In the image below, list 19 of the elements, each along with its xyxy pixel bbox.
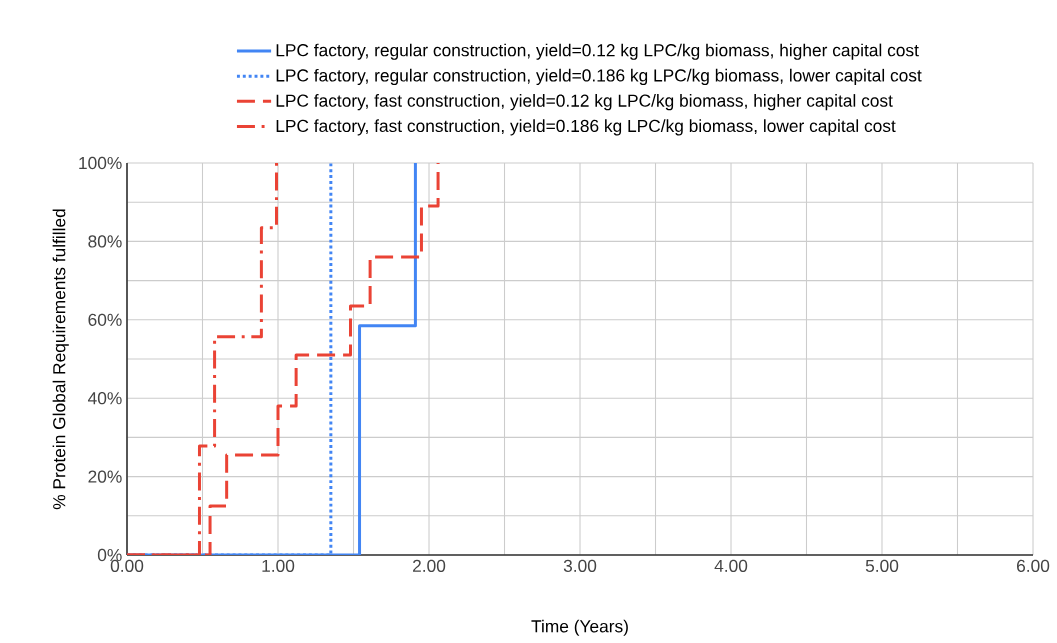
- legend-label: LPC factory, regular construction, yield=0.186 kg LPC/kg biomass, lower capital cost: [276, 68, 922, 86]
- x-tick-label: 3.00: [563, 559, 597, 572]
- x-tick-label: 0.00: [110, 559, 144, 572]
- x-axis-title: Time (Years): [531, 619, 628, 636]
- x-tick-label: 6.00: [1017, 559, 1050, 572]
- legend-label: LPC factory, regular construction, yield=0.12 kg LPC/kg biomass, higher capital cost: [276, 43, 919, 60]
- y-axis-title: % Protein Global Requirements fulfilled: [52, 209, 69, 510]
- y-tick-label: 60%: [88, 313, 122, 326]
- x-tick-label: 4.00: [714, 559, 748, 572]
- legend-label: LPC factory, fast construction, yield=0.12 kg LPC/kg biomass, higher capital cost: [276, 94, 893, 111]
- y-tick-label: 80%: [88, 235, 122, 248]
- y-tick-label: 0%: [97, 548, 122, 562]
- y-tick-label: 20%: [88, 470, 122, 483]
- y-tick-label: 40%: [88, 392, 122, 405]
- x-tick-label: 5.00: [865, 559, 899, 572]
- y-tick-label: 100%: [79, 156, 122, 170]
- x-tick-label: 2.00: [413, 559, 446, 572]
- legend-label: LPC factory, fast construction, yield=0.186 kg LPC/kg biomass, lower capital cost: [276, 119, 896, 136]
- x-tick-label: 1.00: [262, 559, 295, 572]
